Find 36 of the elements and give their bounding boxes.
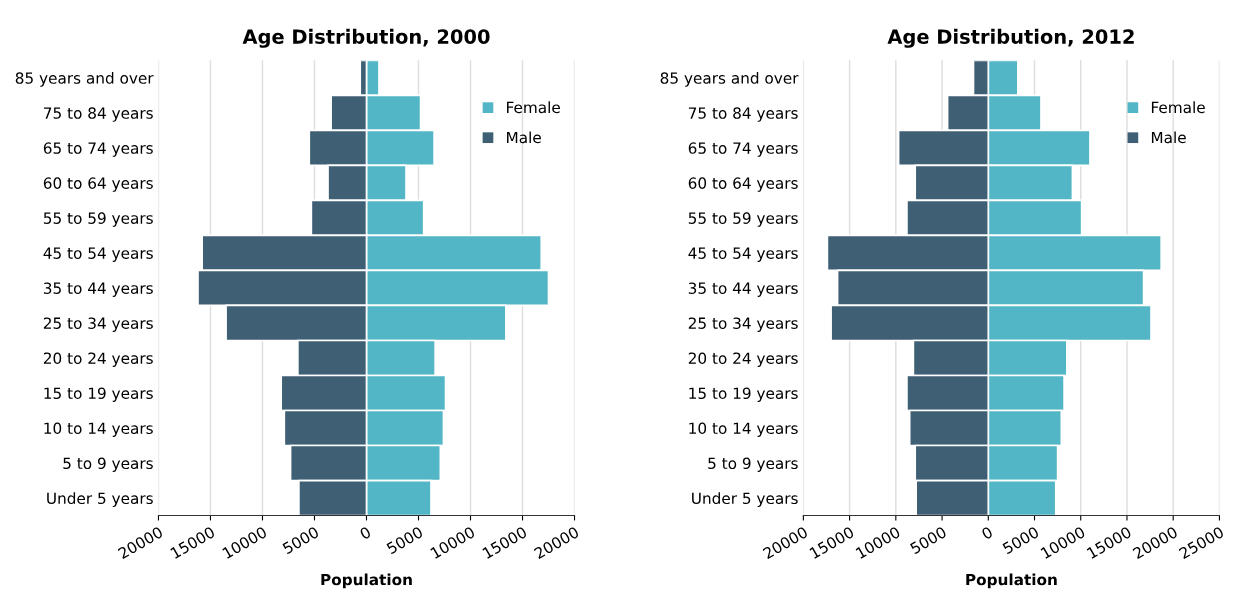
- chart-title: Age Distribution, 2012: [887, 28, 1134, 48]
- x-tick-label: 0: [359, 526, 372, 540]
- legend-label: Male: [507, 131, 541, 144]
- y-tick-label: 75 to 84 years: [44, 107, 153, 122]
- y-tick-label: 45 to 54 years: [688, 247, 798, 262]
- y-tick-label: 5 to 9 years: [63, 457, 153, 473]
- y-tick-label: 55 to 59 years: [688, 212, 798, 227]
- y-tick-label: 25 to 34 years: [688, 317, 798, 332]
- y-tick-label: 55 to 59 years: [43, 212, 153, 227]
- y-tick-label: 45 to 54 years: [43, 247, 153, 262]
- y-tick-label: 10 to 14 years: [44, 422, 153, 437]
- y-tick-label: 75 to 84 years: [688, 107, 798, 122]
- legend-label: Female: [507, 101, 560, 114]
- y-tick-label: 35 to 44 years: [688, 282, 798, 297]
- y-tick-label: 10 to 14 years: [689, 422, 798, 437]
- y-tick-label: 60 to 64 years: [688, 177, 798, 192]
- y-tick-label: 85 years and over: [15, 72, 154, 87]
- legend-label: Female: [1151, 101, 1205, 114]
- y-tick-label: 65 to 74 years: [688, 142, 798, 157]
- x-tick-label: 0: [980, 526, 994, 540]
- y-tick-label: 85 years and over: [660, 72, 799, 87]
- y-tick-label: 20 to 24 years: [688, 352, 798, 367]
- y-tick-label: 20 to 24 years: [43, 352, 153, 367]
- chart-title: Age Distribution, 2000: [242, 28, 490, 48]
- y-tick-label: 15 to 19 years: [44, 387, 153, 402]
- y-tick-label: 35 to 44 years: [43, 282, 153, 297]
- y-tick-label: 65 to 74 years: [43, 142, 153, 157]
- y-tick-label: 60 to 64 years: [43, 177, 153, 192]
- y-tick-label: Under 5 years: [47, 492, 153, 508]
- x-axis-title: Population: [966, 573, 1057, 589]
- x-axis-title: Population: [321, 573, 412, 589]
- y-tick-label: 15 to 19 years: [689, 387, 798, 402]
- y-tick-label: 25 to 34 years: [43, 317, 153, 332]
- legend-label: Male: [1151, 131, 1186, 144]
- y-tick-label: Under 5 years: [692, 492, 798, 508]
- y-tick-label: 5 to 9 years: [708, 457, 798, 473]
